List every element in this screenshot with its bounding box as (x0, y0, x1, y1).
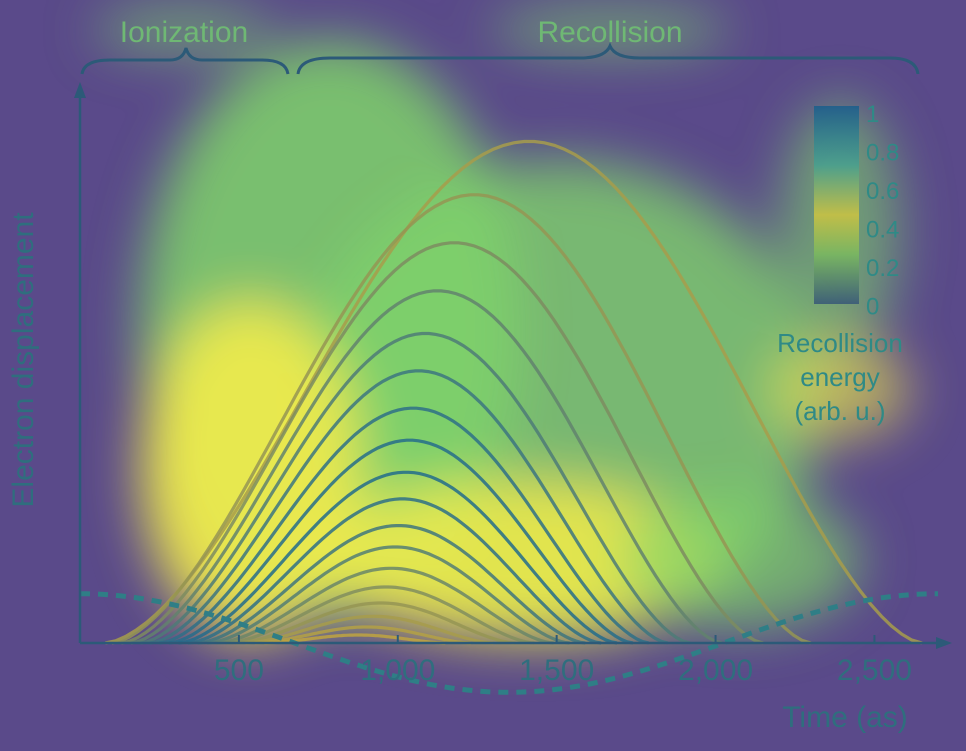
trajectory-line (168, 438, 634, 645)
x-tick-label: 1,000 (360, 654, 435, 687)
heat-blob (320, 480, 720, 640)
colorbar-tick-label: 0.8 (866, 140, 899, 167)
y-axis-arrow (74, 82, 86, 98)
heat-blob (620, 490, 860, 630)
colorbar-tick-label: 0.6 (866, 178, 899, 205)
heat-blob (770, 340, 910, 440)
recollision-label: Recollision (537, 16, 682, 49)
colorbar-ticks: 1 0.8 0.6 0.4 0.2 0 (866, 101, 899, 321)
trajectory-line (226, 585, 535, 645)
x-tick-label: 500 (214, 654, 264, 687)
trajectory-line (197, 524, 586, 645)
x-axis-arrow (936, 637, 952, 649)
heat-blob (490, 6, 730, 54)
laser-field-curve (80, 591, 938, 695)
ionization-label: Ionization (120, 16, 248, 49)
trajectory-line (216, 566, 554, 645)
trajectory-line (206, 545, 570, 645)
phase-braces: Ionization Recollision (80, 16, 920, 75)
trajectory-line (254, 625, 471, 645)
trajectory-line (235, 601, 516, 645)
colorbar-label-line-1: Recollision (777, 328, 903, 358)
colorbar-tick-label: 0 (866, 294, 879, 321)
recollision-brace (296, 42, 920, 75)
trajectory-line (159, 406, 650, 645)
heat-blob (94, 6, 274, 54)
trajectory-series (105, 139, 923, 645)
trajectory-line (130, 289, 723, 645)
colorbar: 1 0.8 0.6 0.4 0.2 0 Recollision energy (arb. … (777, 101, 903, 426)
y-axis-title: Electron displacement (7, 212, 40, 508)
trajectory-line (187, 497, 602, 645)
trajectory-line (120, 241, 764, 645)
colorbar-tick-label: 0.4 (866, 217, 899, 244)
trajectory-line (245, 614, 494, 645)
colorbar-label-line-3: (arb. u.) (794, 396, 885, 426)
colorbar-gradient (814, 106, 859, 304)
x-tick-label: 2,000 (678, 654, 753, 687)
ionization-brace (80, 47, 290, 75)
x-tick-label: 2,500 (837, 654, 912, 687)
colorbar-tick-label: 1 (866, 101, 879, 128)
x-axis-title: Time (as) (782, 701, 908, 734)
trajectory-line (149, 369, 669, 645)
trajectory-line (105, 139, 923, 645)
x-tick-label: 1,500 (519, 654, 594, 687)
trajectory-line (178, 470, 618, 645)
trajectory-line (140, 331, 691, 645)
colorbar-label-line-2: energy (800, 362, 880, 392)
trajectory-line (111, 193, 812, 645)
axes (74, 82, 952, 649)
x-axis-ticks: 500 1,000 1,500 2,000 2,500 (214, 635, 912, 687)
colorbar-tick-label: 0.2 (866, 255, 899, 282)
